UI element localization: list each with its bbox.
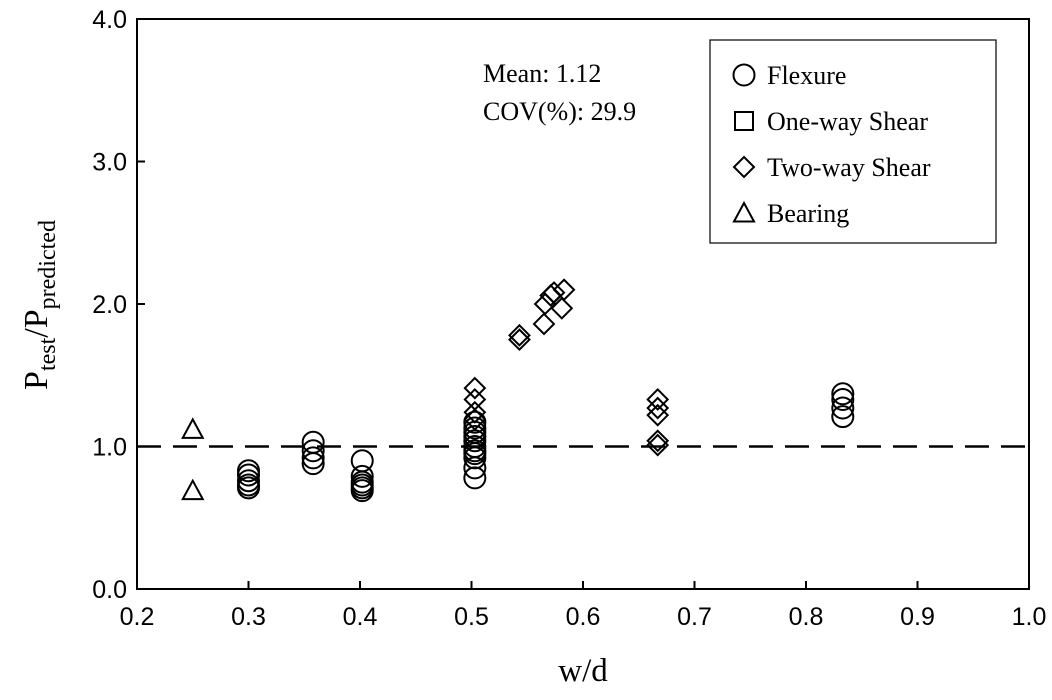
flexure-point [237,476,260,500]
legend-marker-flexure [732,63,756,87]
flexure-point [831,382,855,406]
flexure-point [463,456,487,480]
mean-annotation: Mean: 1.12 [483,59,601,88]
legend-box [709,39,997,244]
x-axis-label: w/d [558,653,608,689]
x-tick-label: 0.6 [566,603,601,631]
flexure-point [831,396,855,420]
two-way-shear-point [463,400,487,424]
two-way-shear-point [646,429,670,453]
legend-marker-two-way-shear [732,155,756,179]
two-way-shear-point [463,408,487,431]
legend-label-bearing: Bearing [767,199,849,228]
flexure-point [237,463,260,487]
flexure-point [350,464,374,488]
y-axis-label-slash: /P [18,309,55,337]
two-way-shear-point [552,278,576,302]
two-way-shear-point [646,403,670,427]
y-tick-label: 4.0 [92,6,127,34]
two-way-shear-point [508,328,531,352]
y-axis-label-sub-test: test [35,337,61,371]
two-way-shear-point [646,433,670,457]
x-tick-label: 1.0 [1012,603,1047,631]
x-tick-label: 0.8 [789,603,824,631]
cov-annotation: COV(%): 29.9 [483,97,636,126]
legend-label-one-way-shear: One-way Shear [767,107,928,136]
two-way-shear-point [646,396,670,420]
two-way-shear-point [508,323,531,347]
flexure-point [463,446,487,470]
flexure-point [301,439,325,463]
flexure-point [463,466,487,490]
x-tick-label: 0.2 [120,603,155,631]
two-way-shear-point [646,388,670,411]
y-tick-label: 0.0 [92,576,127,604]
two-way-shear-point [463,376,487,400]
x-tick-label: 0.9 [900,603,935,631]
flexure-point [831,405,855,429]
legend-label-flexure: Flexure [767,61,846,90]
bearing-point [181,417,205,439]
legend-marker-bearing [732,200,756,223]
flexure-point [301,452,325,476]
flexure-point [350,479,374,503]
legend-marker-one-way-shear [734,111,754,131]
y-tick-label: 2.0 [92,291,127,319]
x-tick-label: 0.7 [677,603,712,631]
flexure-point [831,387,855,411]
x-tick-label: 0.4 [343,603,378,631]
legend-label-two-way-shear: Two-way Shear [767,153,931,182]
y-axis-label-sub-predicted: predicted [35,220,61,309]
x-tick-label: 0.3 [231,603,266,631]
flexure-point [301,446,325,470]
x-tick-label: 0.5 [454,603,489,631]
y-tick-label: 1.0 [92,434,127,462]
two-way-shear-point [532,312,556,336]
two-way-shear-point [550,296,574,320]
two-way-shear-point [542,281,566,305]
flexure-point [463,410,487,434]
bearing-point [181,478,205,501]
y-axis-label-main: P [18,371,55,390]
y-tick-label: 3.0 [92,149,127,177]
y-axis-label: Ptest/Ppredicted [18,220,61,390]
